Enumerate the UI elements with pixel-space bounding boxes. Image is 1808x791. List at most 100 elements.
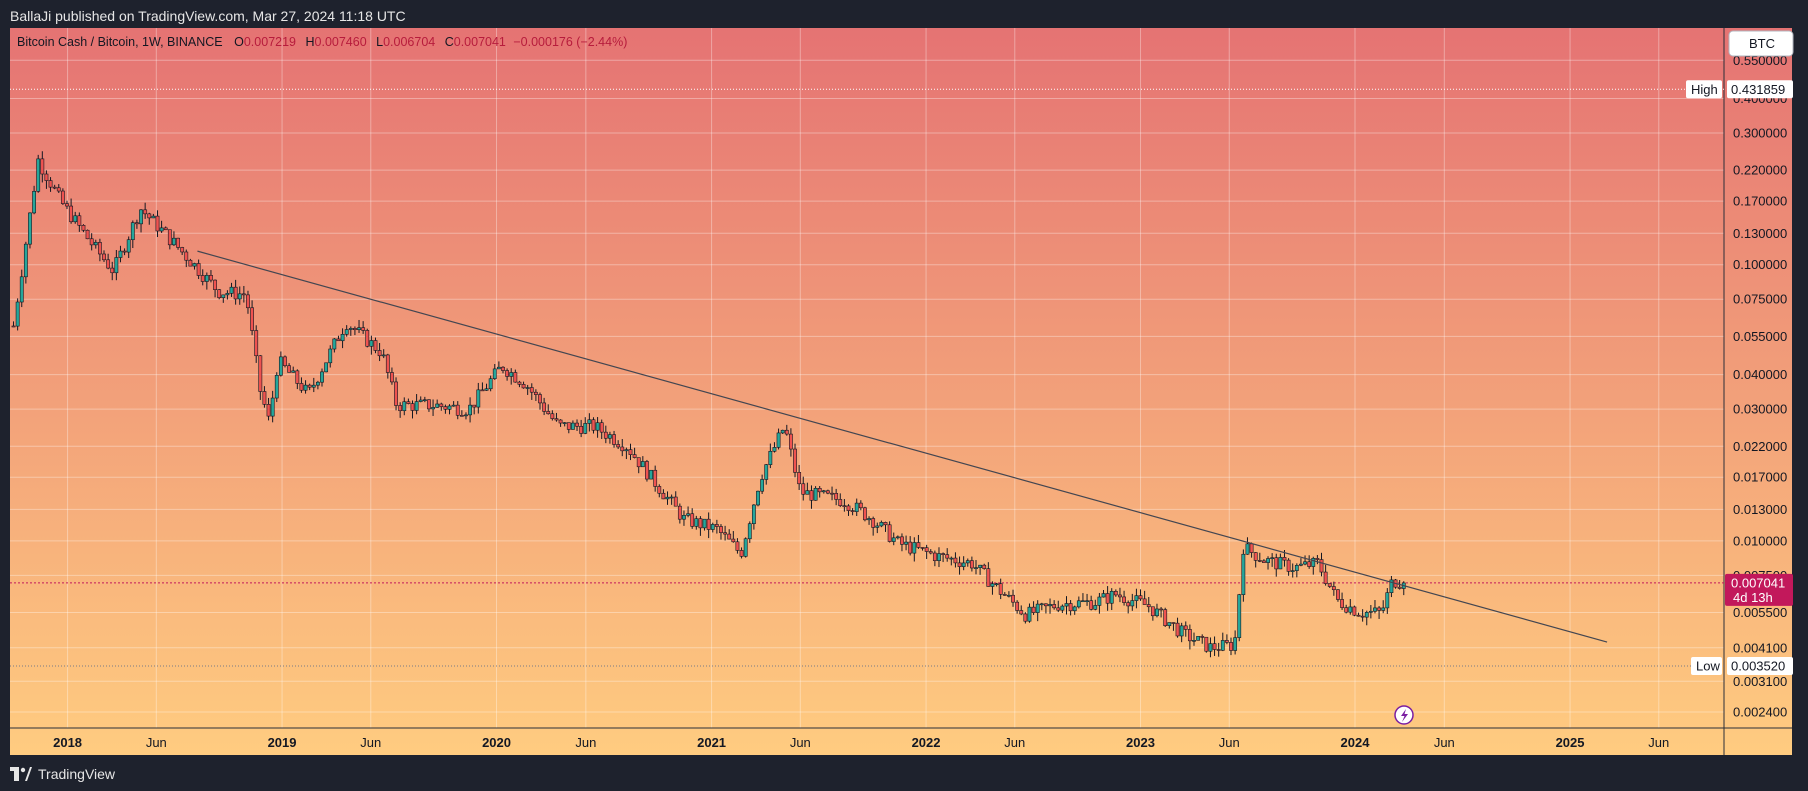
candle-body xyxy=(529,387,534,393)
candle-body xyxy=(1130,600,1135,607)
currency-button[interactable]: BTC xyxy=(1728,30,1794,57)
candle xyxy=(365,328,370,348)
candle-body xyxy=(1257,560,1262,562)
high-label: High xyxy=(1691,82,1718,97)
candle-body xyxy=(480,389,485,392)
candle xyxy=(817,486,822,498)
candle xyxy=(1035,600,1040,622)
candle xyxy=(85,229,90,240)
candle xyxy=(727,529,732,540)
candle xyxy=(826,489,830,495)
candle-body xyxy=(682,515,686,520)
candle xyxy=(1245,537,1250,555)
candle-body xyxy=(1212,643,1217,650)
candle xyxy=(369,335,374,355)
candle xyxy=(793,443,797,478)
candle xyxy=(1146,597,1151,613)
candle-body xyxy=(937,553,941,561)
candle-body xyxy=(813,488,818,501)
candle-body xyxy=(299,383,304,391)
candle xyxy=(110,261,115,281)
candle xyxy=(217,289,222,300)
candle-body xyxy=(394,381,398,406)
candle xyxy=(760,474,765,494)
x-tick-label: Jun xyxy=(575,735,596,750)
candle xyxy=(155,210,160,238)
candle xyxy=(961,556,966,571)
candle xyxy=(714,519,719,534)
legend-l-value: 0.006704 xyxy=(383,35,435,49)
candle xyxy=(332,338,337,353)
candle xyxy=(1274,553,1279,577)
candle-body xyxy=(1356,614,1361,617)
candle xyxy=(427,399,431,412)
candle-body xyxy=(1364,612,1369,618)
candle-body xyxy=(501,366,505,371)
y-tick-label: 0.003100 xyxy=(1733,674,1787,689)
candle-body xyxy=(250,307,254,331)
candle xyxy=(60,188,65,205)
candle xyxy=(1019,605,1024,616)
candle xyxy=(307,383,312,391)
candle-body xyxy=(427,399,431,410)
candle xyxy=(163,226,168,231)
candle-body xyxy=(895,536,900,539)
candle xyxy=(937,547,941,568)
candle xyxy=(1171,622,1176,631)
candle-body xyxy=(204,275,209,282)
candle-body xyxy=(32,191,36,214)
candle xyxy=(698,516,703,536)
candle-body xyxy=(262,391,267,405)
candle xyxy=(1192,632,1196,646)
candle-body xyxy=(447,405,452,410)
candle-body xyxy=(669,496,674,499)
candle-body xyxy=(167,229,172,246)
candle xyxy=(924,544,929,559)
legend-o-value: 0.007219 xyxy=(244,35,296,49)
candle xyxy=(1229,637,1233,656)
candle-body xyxy=(846,505,851,511)
candle xyxy=(1126,600,1131,614)
candle xyxy=(809,485,814,509)
candle xyxy=(616,440,621,449)
candle xyxy=(751,504,756,530)
candle-body xyxy=(254,330,259,357)
candle xyxy=(254,325,259,363)
candle-body xyxy=(229,286,234,294)
x-tick-label: Jun xyxy=(1648,735,1669,750)
y-tick-label: 0.017000 xyxy=(1733,470,1787,485)
candle xyxy=(916,534,921,549)
candle xyxy=(23,241,28,284)
candle xyxy=(1039,602,1044,611)
candle-body xyxy=(1171,622,1176,624)
candle-body xyxy=(1204,636,1209,652)
candle-body xyxy=(344,329,349,335)
candle xyxy=(151,213,156,219)
candle-body xyxy=(1294,565,1299,571)
y-tick-label: 0.010000 xyxy=(1733,533,1787,548)
candle-body xyxy=(431,407,435,410)
candle-body xyxy=(89,238,94,246)
candle-body xyxy=(1019,610,1024,615)
candle-body xyxy=(1237,594,1242,638)
candle xyxy=(1323,564,1328,586)
candle xyxy=(81,224,86,233)
candle xyxy=(468,397,472,423)
candle-body xyxy=(854,502,859,512)
candle xyxy=(1196,636,1201,641)
candle-body xyxy=(44,173,49,181)
candle xyxy=(209,270,213,283)
candle-body xyxy=(439,403,444,407)
candle xyxy=(562,422,567,427)
countdown: 4d 13h xyxy=(1733,590,1773,605)
trendline[interactable] xyxy=(197,250,1608,643)
candle-body xyxy=(1011,594,1015,603)
candle-body xyxy=(1241,553,1246,595)
lightning-icon[interactable] xyxy=(1394,705,1414,725)
candle-body xyxy=(135,222,139,225)
candle-body xyxy=(887,524,892,542)
candle xyxy=(303,380,308,394)
candle-body xyxy=(953,557,958,564)
candle xyxy=(661,489,666,500)
